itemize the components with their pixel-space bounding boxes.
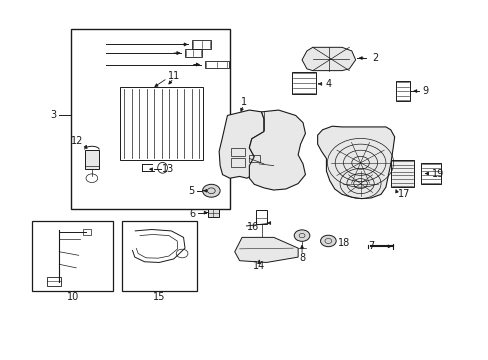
- Text: 3: 3: [50, 111, 56, 121]
- Text: 4: 4: [325, 79, 331, 89]
- Bar: [32, 221, 113, 291]
- Bar: [230, 148, 245, 156]
- Text: 10: 10: [66, 292, 79, 302]
- Bar: [84, 149, 99, 169]
- Polygon shape: [219, 110, 264, 178]
- Text: 6: 6: [189, 209, 195, 219]
- Text: 11: 11: [167, 71, 180, 81]
- Text: 13: 13: [161, 164, 174, 174]
- Bar: [122, 221, 197, 291]
- Bar: [420, 163, 440, 184]
- Bar: [184, 49, 202, 57]
- Text: 15: 15: [153, 292, 165, 302]
- Text: 19: 19: [431, 168, 443, 179]
- Bar: [390, 160, 413, 187]
- Circle shape: [320, 235, 335, 247]
- Circle shape: [294, 230, 309, 241]
- Text: 9: 9: [421, 86, 427, 96]
- Circle shape: [202, 184, 220, 197]
- Text: 8: 8: [298, 253, 305, 263]
- Bar: [292, 72, 315, 94]
- Bar: [395, 81, 409, 101]
- Polygon shape: [249, 110, 305, 190]
- Text: 2: 2: [371, 53, 378, 63]
- Bar: [47, 277, 61, 286]
- Bar: [71, 30, 229, 209]
- Polygon shape: [234, 237, 298, 262]
- Bar: [120, 87, 203, 160]
- Polygon shape: [302, 47, 355, 71]
- Bar: [191, 40, 211, 49]
- Bar: [230, 158, 245, 167]
- Bar: [204, 60, 228, 68]
- Text: 17: 17: [397, 189, 409, 199]
- Bar: [256, 210, 266, 224]
- Text: 14: 14: [252, 261, 264, 271]
- Text: 18: 18: [337, 238, 350, 248]
- Text: 1: 1: [241, 97, 247, 107]
- Polygon shape: [317, 126, 394, 199]
- Bar: [207, 209, 218, 217]
- Text: 7: 7: [367, 241, 373, 251]
- Text: 5: 5: [188, 186, 194, 197]
- Bar: [249, 155, 260, 162]
- Bar: [82, 229, 91, 235]
- Text: 16: 16: [247, 222, 259, 231]
- Text: 12: 12: [71, 136, 83, 145]
